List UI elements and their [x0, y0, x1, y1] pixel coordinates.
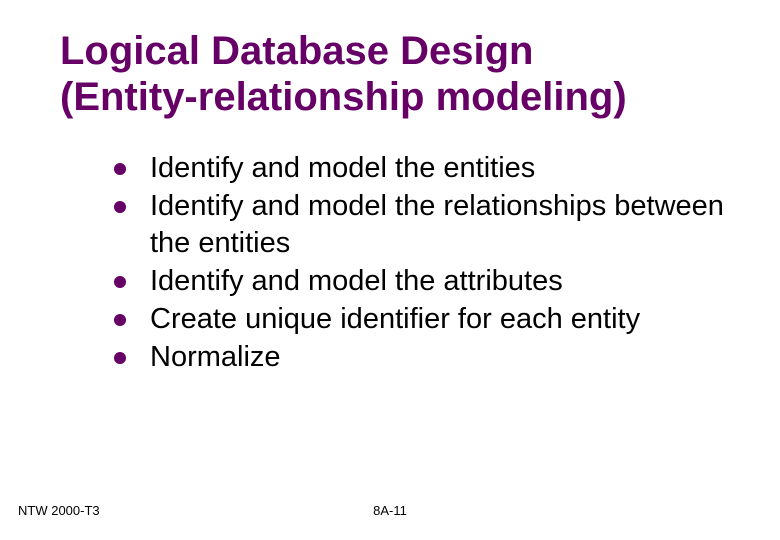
bullet-icon: [114, 276, 126, 288]
list-item: Create unique identifier for each entity: [114, 301, 730, 337]
bullet-icon: [114, 352, 126, 364]
list-item-text: Identify and model the relationships bet…: [150, 188, 730, 261]
list-item-text: Identify and model the entities: [150, 150, 730, 186]
list-item-text: Create unique identifier for each entity: [150, 301, 730, 337]
list-item-text: Normalize: [150, 339, 730, 375]
bullet-icon: [114, 201, 126, 213]
bullet-icon: [114, 314, 126, 326]
footer-center: 8A-11: [0, 503, 780, 518]
list-item-text: Identify and model the attributes: [150, 263, 730, 299]
list-item: Identify and model the relationships bet…: [114, 188, 730, 261]
slide-title: Logical Database Design (Entity-relation…: [0, 28, 780, 120]
list-item: Identify and model the attributes: [114, 263, 730, 299]
title-line-2: (Entity-relationship modeling): [60, 74, 740, 120]
list-item: Normalize: [114, 339, 730, 375]
slide-body: Identify and model the entities Identify…: [0, 120, 780, 376]
bullet-list: Identify and model the entities Identify…: [114, 150, 730, 376]
title-line-1: Logical Database Design: [60, 28, 740, 74]
bullet-icon: [114, 163, 126, 175]
list-item: Identify and model the entities: [114, 150, 730, 186]
slide: Logical Database Design (Entity-relation…: [0, 0, 780, 540]
